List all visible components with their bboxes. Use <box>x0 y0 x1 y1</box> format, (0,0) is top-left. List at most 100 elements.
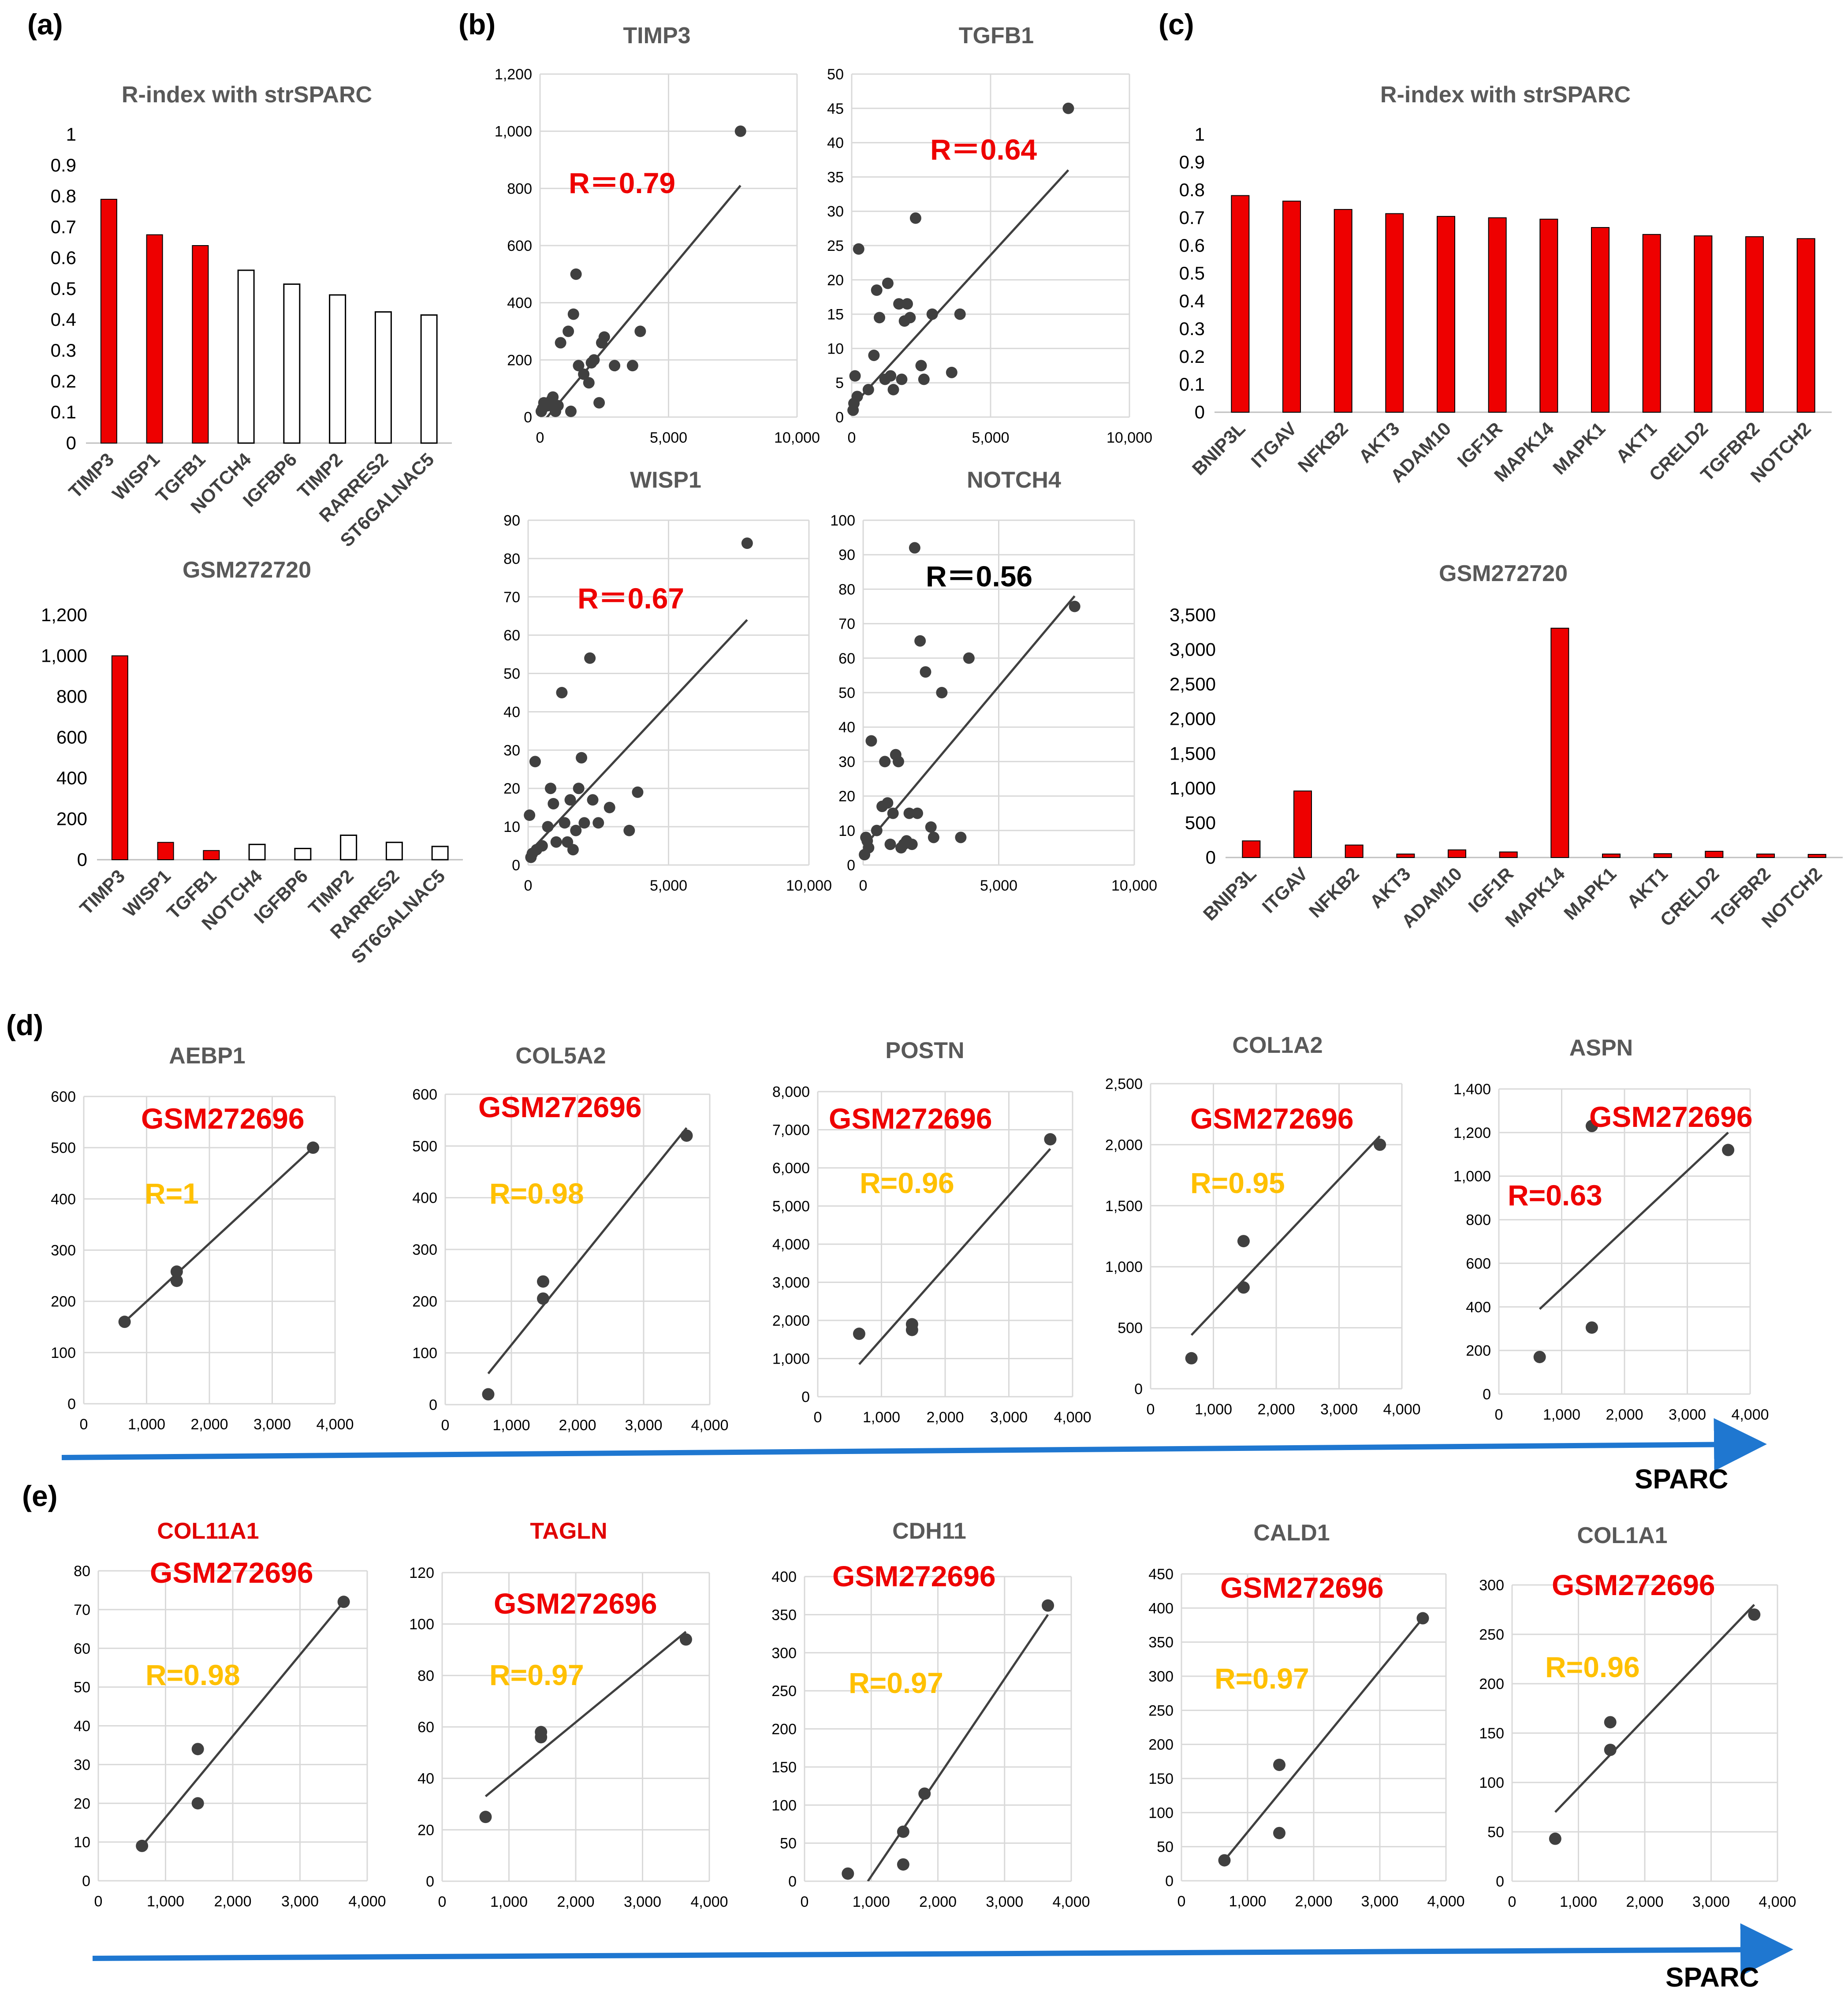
bar-adam10 <box>1448 849 1466 858</box>
y-tick-label: 60 <box>838 650 855 667</box>
chart-title: CALD1 <box>1253 1520 1330 1546</box>
d_aebp1-chart: AEBP1 0 100 200 300 400 500 600 0 1,000 2,000 3,000… <box>51 1043 354 1433</box>
x-tick-label: 0 <box>1177 1893 1186 1910</box>
trend-line <box>867 1614 1049 1881</box>
bar-igf1r <box>1488 217 1507 413</box>
y-tick-label: 120 <box>409 1565 434 1581</box>
e_cald1-chart: CALD1 0 50 100 150 200 250 300 350 400 450 0 1,000 2,… <box>1148 1520 1464 1910</box>
data-point <box>578 368 590 380</box>
bar-akt1 <box>1653 853 1672 858</box>
r-value-label: R＝0.79 <box>569 167 675 199</box>
data-point <box>337 1596 350 1608</box>
y-tick-label: 0.4 <box>1179 291 1205 311</box>
y-tick-label: 0.5 <box>1179 263 1205 283</box>
data-point <box>1218 1854 1231 1867</box>
trend-line <box>487 1127 688 1375</box>
y-tick-label: 70 <box>838 616 855 633</box>
y-tick-label: 600 <box>507 238 532 254</box>
data-point <box>604 802 615 813</box>
x-tick-label: 0 <box>1508 1894 1516 1910</box>
x-category-label: BNIP3L <box>1199 863 1260 925</box>
trend-line <box>528 619 748 854</box>
y-tick-label: 0 <box>426 1873 434 1890</box>
sparc-arrow-d <box>61 1418 1767 1471</box>
sample-label: GSM272696 <box>1220 1571 1384 1604</box>
r-value-label: R=0.97 <box>849 1667 943 1699</box>
data-point <box>1416 1612 1429 1625</box>
y-tick-label: 500 <box>412 1138 437 1155</box>
data-point <box>853 243 864 255</box>
data-point <box>955 831 967 843</box>
data-point <box>912 807 923 819</box>
y-tick-label: 0 <box>82 1873 90 1890</box>
x-tick-label: 4,000 <box>1052 1894 1090 1910</box>
x-tick-label: 2,000 <box>1257 1401 1295 1418</box>
y-tick-label: 0 <box>1195 402 1205 422</box>
data-point <box>576 752 588 764</box>
data-point <box>914 635 926 647</box>
data-point <box>928 831 939 843</box>
y-tick-label: 0.2 <box>1179 346 1205 367</box>
data-point <box>842 1867 854 1880</box>
data-point <box>170 1275 183 1287</box>
data-point <box>879 756 891 768</box>
data-point <box>1604 1744 1617 1756</box>
data-point <box>946 366 958 378</box>
y-tick-label: 20 <box>503 780 520 797</box>
x-tick-label: 0 <box>801 1894 809 1910</box>
y-tick-label: 8,000 <box>772 1084 810 1100</box>
y-tick-label: 50 <box>838 685 855 701</box>
y-tick-label: 40 <box>827 135 844 152</box>
data-point <box>904 312 916 324</box>
y-tick-label: 1,200 <box>495 66 532 83</box>
y-tick-label: 30 <box>838 753 855 770</box>
panel-label-e: (e) <box>22 1480 58 1512</box>
b_tgfb1-chart: TGFB1 0 5 10 15 20 25 30 35 40 45 50 0 5,000 10,000 R＝0… <box>827 23 1152 446</box>
x-tick-label: 4,000 <box>1383 1401 1420 1418</box>
data-point <box>918 1787 931 1800</box>
data-point <box>887 807 899 819</box>
y-tick-label: 200 <box>56 809 87 829</box>
sample-label: GSM272696 <box>150 1556 313 1589</box>
data-point <box>570 268 582 280</box>
x-tick-label: 4,000 <box>1054 1409 1091 1426</box>
data-point <box>954 308 966 320</box>
bar-mapk1 <box>1602 854 1621 858</box>
data-point <box>564 794 576 806</box>
chart-title: TGFB1 <box>959 23 1034 48</box>
y-tick-label: 0.7 <box>1179 207 1205 228</box>
data-point <box>926 308 938 320</box>
bar-notch2 <box>1807 854 1826 858</box>
y-tick-label: 100 <box>409 1616 434 1633</box>
y-tick-label: 50 <box>1157 1839 1174 1856</box>
b_timp3-chart: TIMP3 0 200 400 600 800 1,000 1,200 0 5,000 10,000… <box>495 23 820 446</box>
bar-rarres2 <box>385 842 403 861</box>
y-tick-label: 25 <box>827 238 844 254</box>
y-tick-label: 1,200 <box>1453 1125 1491 1141</box>
x-tick-label: 0 <box>441 1417 450 1434</box>
x-tick-label: 2,000 <box>919 1894 957 1910</box>
x-tick-label: 4,000 <box>1759 1894 1796 1910</box>
x-category-label: TIMP3 <box>76 865 129 919</box>
r-value-label: R=0.63 <box>1508 1179 1602 1212</box>
y-tick-label: 0 <box>801 1389 810 1406</box>
trend-line <box>141 1601 345 1847</box>
y-tick-label: 0 <box>512 857 520 874</box>
y-tick-label: 20 <box>838 788 855 805</box>
y-tick-label: 800 <box>507 180 532 197</box>
y-tick-label: 300 <box>1148 1668 1174 1685</box>
bar-mapk14 <box>1539 219 1558 413</box>
bar-tgfb1 <box>203 850 220 860</box>
bar-itgav <box>1293 790 1312 858</box>
data-point <box>1237 1235 1250 1248</box>
bar-mapk1 <box>1591 227 1610 413</box>
x-tick-label: 4,000 <box>691 1417 728 1434</box>
e_col1a1-chart: COL1A1 0 50 100 150 200 250 300 0 1,000 2,000 3,000… <box>1479 1523 1796 1910</box>
d_aspn-chart: ASPN 0 200 400 600 800 1,000 1,200 1,400 0 1,000 2,… <box>1453 1035 1769 1423</box>
y-tick-label: 1,200 <box>41 604 87 625</box>
data-point <box>734 125 746 137</box>
panel-label-d: (d) <box>6 1009 43 1041</box>
y-tick-label: 0.2 <box>51 371 76 391</box>
sample-label: GSM272696 <box>1190 1102 1354 1135</box>
y-tick-label: 500 <box>1118 1320 1143 1337</box>
